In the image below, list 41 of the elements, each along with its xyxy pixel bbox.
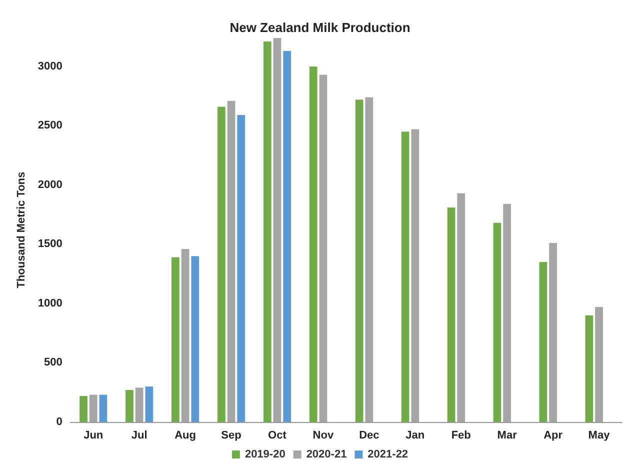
x-tick-label: Jun: [84, 430, 104, 442]
y-tick-label: 1500: [38, 238, 62, 250]
bar: [585, 315, 594, 422]
legend-label: 2019-20: [244, 448, 286, 460]
x-tick-label: Nov: [312, 430, 334, 442]
bar: [191, 256, 200, 422]
y-tick-label: 500: [44, 356, 62, 369]
x-tick-label: May: [588, 430, 611, 442]
y-axis-title: Thousand Metric Tons: [16, 172, 28, 288]
y-tick-label: 2500: [38, 120, 62, 132]
x-tick-label: Feb: [451, 430, 472, 442]
bar: [401, 132, 410, 422]
bar: [493, 222, 502, 422]
bar: [447, 207, 456, 422]
legend-label: 2020-21: [306, 448, 347, 460]
y-tick-label: 1000: [38, 297, 62, 310]
bar: [145, 386, 154, 422]
bar: [237, 115, 246, 422]
chart-title: New Zealand Milk Production: [230, 20, 410, 35]
bar: [539, 262, 548, 422]
legend-label: 2021-22: [368, 448, 408, 460]
x-tick-label: Apr: [544, 430, 564, 442]
bar: [172, 257, 180, 422]
x-tick-label: Sep: [221, 430, 242, 442]
bar: [355, 100, 364, 422]
y-tick-label: 2000: [38, 178, 62, 191]
x-tick-label: Oct: [268, 430, 287, 442]
x-tick-label: Jul: [131, 430, 148, 442]
y-tick-label: 0: [56, 416, 62, 428]
bar: [99, 394, 108, 422]
bar: [80, 396, 88, 422]
bar: [309, 66, 318, 422]
bar: [217, 106, 226, 422]
y-tick-label: 3000: [38, 60, 62, 72]
x-tick-label: Jan: [406, 430, 425, 442]
x-tick-label: Dec: [359, 430, 380, 442]
bar: [126, 390, 134, 422]
x-tick-label: Aug: [174, 430, 196, 442]
x-tick-label: Mar: [497, 430, 518, 442]
bar: [283, 51, 292, 422]
bar: [263, 42, 272, 422]
